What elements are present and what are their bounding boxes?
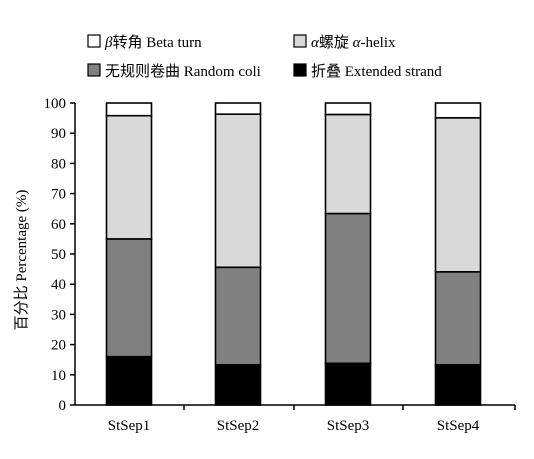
x-tick-label-StSep1: StSep1 <box>108 418 151 434</box>
bar-segment-StSep3-s1 <box>324 212 372 365</box>
y-tick-label-10: 10 <box>51 368 66 384</box>
x-tick-label-StSep2: StSep2 <box>217 418 260 434</box>
bar-segment-StSep2-s3 <box>214 102 262 115</box>
bar-segment-StSep1-s3 <box>105 102 153 117</box>
bar-segment-StSep4-s3 <box>434 102 482 119</box>
y-tick-label-20: 20 <box>51 338 66 354</box>
y-tick-label-80: 80 <box>51 156 66 172</box>
y-tick-label-30: 30 <box>51 307 66 323</box>
bar-segment-StSep1-s1 <box>105 238 153 358</box>
legend-label-0-0: β转角 Beta turn <box>104 34 202 51</box>
y-tick-label-60: 60 <box>51 217 66 233</box>
bar-segment-StSep4-s1 <box>434 271 482 366</box>
bar-segment-StSep3-s3 <box>324 102 372 116</box>
legend-label-0-1: α螺旋 α-helix <box>311 34 396 51</box>
bar-segment-StSep2-s0 <box>214 364 262 406</box>
bar-segment-StSep4-s0 <box>434 364 482 406</box>
legend-label-1-1: 折叠 Extended strand <box>311 63 442 80</box>
y-tick-label-40: 40 <box>51 277 66 293</box>
legend-swatch-0-1 <box>293 34 307 48</box>
y-tick-label-100: 100 <box>44 96 67 112</box>
bar-segment-StSep3-s0 <box>324 362 372 406</box>
bar-segment-StSep1-s0 <box>105 355 153 406</box>
legend-swatch-1-1 <box>293 63 307 77</box>
y-tick-label-70: 70 <box>51 187 66 203</box>
legend-swatch-1-0 <box>87 63 101 77</box>
y-axis-title: 百分比 Percentage (%) <box>13 190 30 331</box>
bar-segment-StSep2-s1 <box>214 266 262 366</box>
y-tick-label-0: 0 <box>59 398 67 414</box>
y-tick-label-90: 90 <box>51 126 66 142</box>
bar-segment-StSep3-s2 <box>324 113 372 215</box>
legend-swatch-0-0 <box>87 34 101 48</box>
legend-label-1-0: 无规则卷曲 Random coli <box>105 63 261 80</box>
bars <box>105 102 482 406</box>
bar-segment-StSep2-s2 <box>214 113 262 269</box>
x-tick-label-StSep4: StSep4 <box>437 418 480 434</box>
y-tick-label-50: 50 <box>51 247 66 263</box>
bar-segment-StSep1-s2 <box>105 114 153 240</box>
bar-segment-StSep4-s2 <box>434 116 482 273</box>
axes: 0 10 20 30 40 50 60 70 80 90 100 StSep1 StSep2 StSep3… <box>44 96 516 434</box>
x-tick-label-StSep3: StSep3 <box>327 418 370 434</box>
legend: β转角 Beta turn α螺旋 α-helix 无规则卷曲 Random col… <box>87 34 442 80</box>
